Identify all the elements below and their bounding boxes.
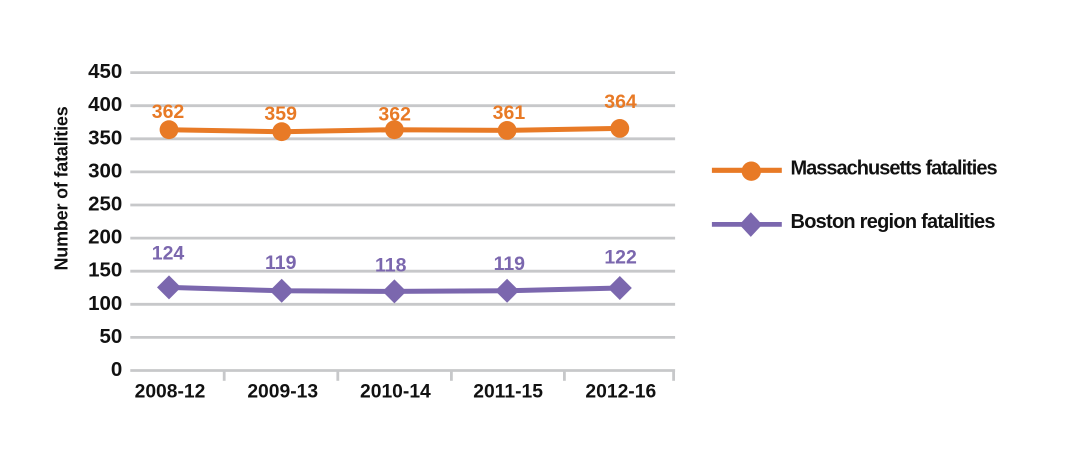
svg-text:362: 362 xyxy=(378,103,411,125)
svg-text:362: 362 xyxy=(152,101,185,123)
svg-text:361: 361 xyxy=(493,102,526,124)
svg-text:2011-15: 2011-15 xyxy=(473,382,543,403)
svg-text:359: 359 xyxy=(264,103,297,125)
svg-text:150: 150 xyxy=(88,259,122,282)
svg-text:2010-14: 2010-14 xyxy=(360,382,431,403)
svg-text:119: 119 xyxy=(494,253,526,275)
svg-text:122: 122 xyxy=(604,246,637,268)
svg-text:119: 119 xyxy=(265,252,297,274)
svg-text:2008-12: 2008-12 xyxy=(135,382,206,403)
svg-text:350: 350 xyxy=(88,126,122,149)
svg-text:200: 200 xyxy=(88,226,122,249)
svg-text:450: 450 xyxy=(88,60,122,83)
svg-text:Boston region fatalities: Boston region fatalities xyxy=(791,211,996,233)
svg-text:300: 300 xyxy=(88,159,122,182)
svg-text:2012-16: 2012-16 xyxy=(585,382,656,403)
svg-text:124: 124 xyxy=(152,242,185,264)
svg-text:Number of fatalities: Number of fatalities xyxy=(52,106,72,270)
svg-text:118: 118 xyxy=(375,254,407,276)
svg-text:0: 0 xyxy=(111,358,122,381)
svg-text:400: 400 xyxy=(88,93,122,116)
svg-text:50: 50 xyxy=(99,325,122,348)
svg-text:364: 364 xyxy=(604,91,637,113)
svg-text:100: 100 xyxy=(88,292,122,315)
svg-text:250: 250 xyxy=(88,193,122,216)
svg-text:2009-13: 2009-13 xyxy=(247,382,318,403)
svg-text:Massachusetts fatalities: Massachusetts fatalities xyxy=(791,158,998,180)
